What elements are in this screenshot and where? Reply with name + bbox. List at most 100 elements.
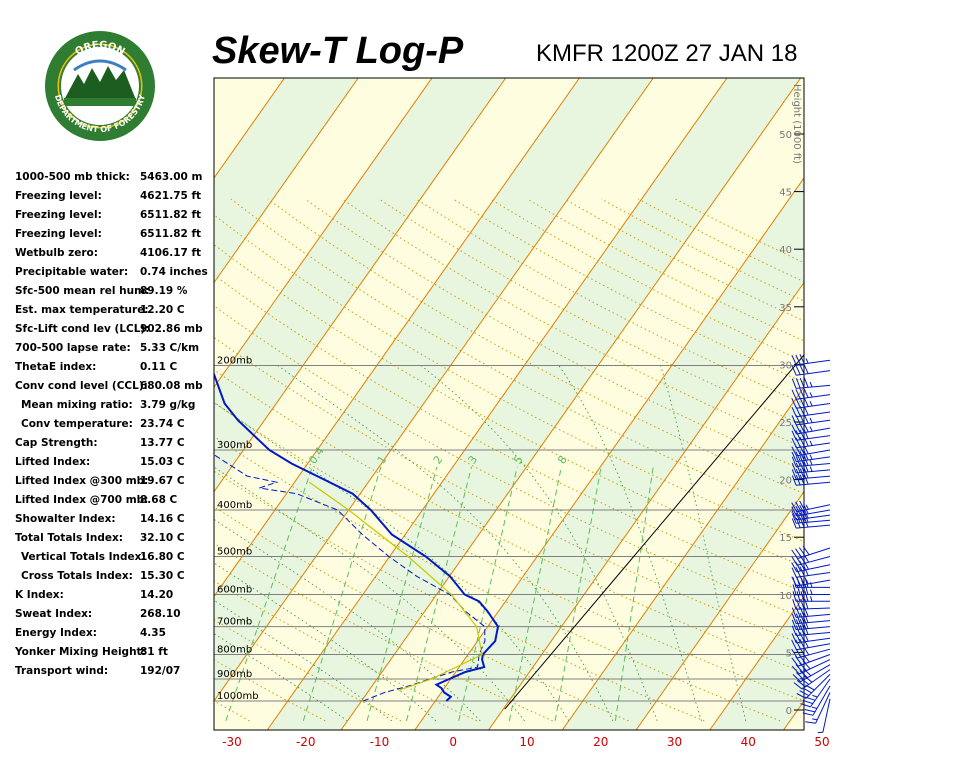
barb-full [791,389,797,400]
barb-full [796,693,807,699]
barb-full [803,428,809,439]
isotherm [214,78,507,493]
barb-half [809,381,813,388]
index-row: Precipitable water: 0.74 inches [15,263,215,282]
station-time: KMFR 1200Z 27 JAN 18 [536,40,798,67]
index-row: Freezing level: 6511.82 ft [15,206,215,225]
temperature-band [267,78,801,730]
barb-full [795,397,801,408]
barb-full [791,437,797,448]
barb-full [799,638,805,649]
isotherm [783,700,804,730]
barb-full [800,598,805,610]
barb-full [799,566,805,577]
barb-full [791,518,797,529]
height-tick-label: 15 [779,533,792,544]
barb-full [791,398,797,409]
barb-staff [796,442,831,449]
barb-staff [796,613,831,618]
barb-full [799,624,805,635]
mixing-ratio-line [302,466,382,722]
barb-full [802,712,814,716]
moist-adiabat [214,599,392,722]
barb-full [799,388,805,399]
barb-staff [796,419,831,426]
mixing-ratio-line [225,466,313,722]
pressure-label: 500mb [217,547,252,558]
index-label: Vertical Totals Index: [21,551,146,563]
index-row: Lifted Index @300 mb: 19.67 C [15,472,215,491]
barb-staff [796,481,831,486]
index-label: Freezing level: [15,190,102,202]
barb-full [795,664,804,673]
barb-full [800,584,805,595]
barb-full [796,672,805,681]
dry-adiabat [214,244,804,568]
isotherm [214,78,433,389]
barb-full [804,577,809,588]
barb-full [799,690,810,697]
pressure-label: 900mb [217,669,252,680]
barb-staff [796,384,831,389]
dry-adiabat [214,369,804,674]
index-value: 89.19 % [140,285,188,297]
barb-half [805,358,809,364]
barb-staff [796,469,831,474]
barb-staff [798,659,831,675]
barb-full [795,468,801,479]
barb-staff [797,648,831,659]
barb-full [795,389,801,400]
moist-adiabat [214,633,348,722]
barb-half [810,589,813,595]
dewpoint-line [214,454,486,702]
barb-full [803,396,809,407]
barb-full [791,446,797,457]
barb-full [799,474,805,485]
barb-staff [800,664,831,683]
wind-barb [791,387,831,400]
barb-staff [796,456,831,463]
index-label: K Index: [15,589,64,601]
index-row: Wetbulb zero: 4106.17 ft [15,244,215,263]
barb-full [799,436,805,447]
barb-full [799,468,805,479]
wind-barb [791,545,831,559]
index-label: Precipitable water: [15,266,129,278]
barb-full [795,462,801,473]
barb-full [803,675,813,683]
barb-full [791,648,798,659]
temperature-tick-label: 50 [814,735,829,749]
index-row: Conv cond level (CCL): 680.08 mb [15,377,215,396]
barb-full [791,619,797,630]
barb-staff [796,643,831,651]
wind-barb [791,612,831,625]
barb-full [795,632,801,643]
index-row: Sfc-500 mean rel hum: 89.19 % [15,282,215,301]
barb-full [791,633,797,644]
barb-half [810,596,813,602]
barb-full [795,639,801,650]
logo-ground [64,98,136,106]
index-row: Lifted Index @700 mb: 8.68 C [15,491,215,510]
barb-full [795,619,801,630]
barb-full [799,619,805,630]
barb-full [791,355,797,366]
index-label: Est. max temperature: [15,304,149,316]
index-value: 8.68 C [140,494,178,506]
barb-half [809,454,813,460]
index-value: 15.30 C [140,570,185,582]
dry-adiabat [214,506,629,722]
temperature-tick-label: 40 [741,735,756,749]
pressure-label: 800mb [217,644,252,655]
barb-full [799,462,805,473]
barb-staff [796,509,831,517]
barb-staff [796,564,831,573]
barb-half [809,392,813,398]
wind-barb [791,474,831,486]
barb-full [803,606,809,617]
barb-full [792,584,797,595]
barb-full [791,562,798,573]
barb-half [811,706,818,709]
barb-staff [796,403,831,409]
